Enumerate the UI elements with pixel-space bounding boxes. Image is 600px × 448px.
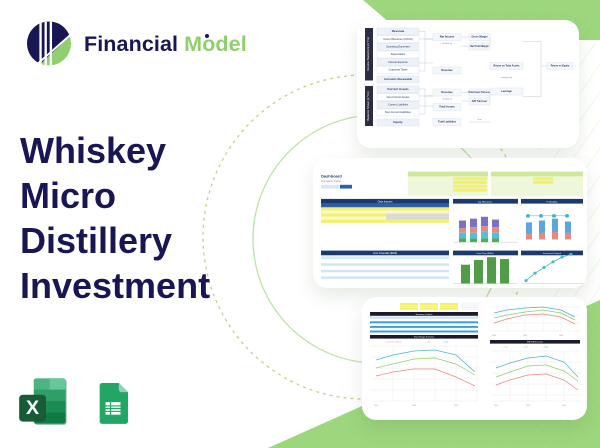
svg-text:EBITDA Scenarios: EBITDA Scenarios — [527, 341, 543, 344]
svg-text:2020: 2020 — [454, 405, 458, 407]
svg-text:Return on Total Assets: Return on Total Assets — [494, 65, 521, 68]
svg-text:Total Asset Turnover: Total Asset Turnover — [468, 91, 491, 94]
svg-text:2016: 2016 — [374, 405, 378, 407]
svg-text:Total Liabilities: Total Liabilities — [438, 121, 457, 124]
svg-text:multiplied by: multiplied by — [501, 76, 512, 79]
svg-text:Current Assets: Current Assets — [387, 87, 409, 91]
svg-text:X: X — [26, 397, 39, 419]
svg-text:Operating Expenses: Operating Expenses — [386, 45, 410, 49]
svg-text:2016: 2016 — [492, 335, 496, 337]
svg-text:— Low: — Low — [502, 347, 509, 349]
svg-text:Leverage: Leverage — [501, 90, 512, 93]
svg-text:Gross Margin Scenarios: Gross Margin Scenarios — [414, 336, 434, 339]
svg-text:Return on Equity: Return on Equity — [551, 65, 570, 68]
svg-text:divided by: divided by — [442, 98, 453, 100]
svg-text:Cost of Revenue (COGS): Cost of Revenue (COGS) — [383, 37, 413, 41]
svg-text:Accounts Receivable: Accounts Receivable — [384, 77, 413, 81]
svg-text:Revenue: Revenue — [441, 68, 453, 72]
svg-text:Summary Outputs: Summary Outputs — [416, 313, 433, 316]
svg-text:2016: 2016 — [494, 405, 498, 407]
svg-text:— High: — High — [442, 342, 448, 344]
svg-text:— High: — High — [542, 347, 548, 349]
svg-text:— Mid: — Mid — [522, 347, 527, 349]
svg-text:Cash Flow ($000): Cash Flow ($000) — [476, 253, 494, 255]
svg-text:Net Income: Net Income — [440, 35, 455, 39]
svg-text:Core Financials ($000): Core Financials ($000) — [373, 253, 397, 255]
svg-text:— Low Gross Margin: — Low Gross Margin — [384, 341, 402, 344]
svg-text:Non-Current Liabilities: Non-Current Liabilities — [385, 110, 411, 114]
svg-text:Investment Payback: Investment Payback — [543, 252, 561, 255]
svg-text:divided by: divided by — [442, 43, 453, 45]
svg-text:Sum: Sum — [477, 119, 482, 121]
svg-text:Top Milestones: Top Milestones — [478, 201, 493, 204]
svg-text:Corporate Taxes: Corporate Taxes — [389, 67, 409, 71]
svg-text:Current Liabilities: Current Liabilities — [388, 103, 409, 107]
svg-text:— Mid: — Mid — [425, 342, 430, 344]
svg-text:Gross Margin: Gross Margin — [471, 36, 488, 39]
svg-text:Interest Expense: Interest Expense — [388, 60, 408, 64]
svg-text:2018: 2018 — [526, 405, 530, 407]
svg-text:Depreciation: Depreciation — [391, 52, 406, 56]
svg-text:2018: 2018 — [412, 405, 416, 407]
svg-text:Income Statement (3 Yrs): Income Statement (3 Yrs) — [366, 37, 370, 71]
svg-text:2020: 2020 — [559, 335, 563, 337]
svg-text:Revenue: Revenue — [441, 90, 453, 94]
svg-text:A/R Turnover: A/R Turnover — [472, 100, 488, 103]
svg-text:Data Imports: Data Imports — [378, 201, 394, 204]
svg-text:Net Profit Margin: Net Profit Margin — [470, 45, 489, 48]
svg-text:2018: 2018 — [523, 335, 527, 337]
svg-text:Equity: Equity — [393, 120, 402, 124]
svg-text:Revenue: Revenue — [392, 29, 405, 33]
svg-text:Profitability: Profitability — [547, 201, 559, 204]
svg-text:2020: 2020 — [562, 405, 566, 407]
svg-text:Total Assets: Total Assets — [439, 105, 455, 109]
svg-text:Balance Sheet (3 Yrs): Balance Sheet (3 Yrs) — [366, 91, 370, 120]
svg-text:Non-Current Assets: Non-Current Assets — [387, 95, 410, 99]
